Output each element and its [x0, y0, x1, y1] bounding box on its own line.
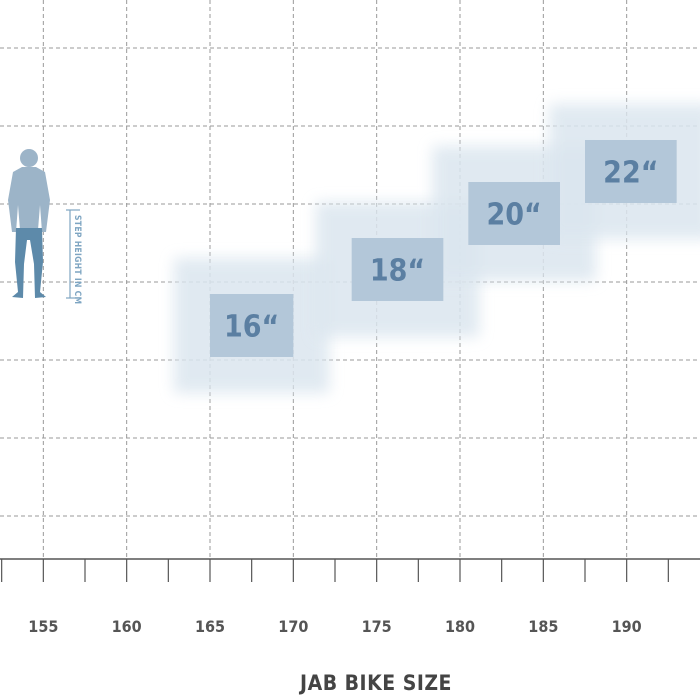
size-box	[351, 238, 444, 301]
size-boxes: 16“ 18“ 20“ 22“	[210, 140, 677, 357]
x-tick-label: 170	[278, 617, 308, 636]
x-tick-label: 155	[28, 617, 58, 636]
size-label: 22“	[603, 156, 658, 191]
size-box	[210, 294, 294, 357]
x-tick-label: 175	[362, 617, 392, 636]
size-box	[468, 182, 560, 245]
grid-lines	[0, 0, 700, 559]
step-height-bracket: STEP HEIGHT IN CM	[66, 209, 82, 304]
y-axis-label: STEP HEIGHT IN CM	[72, 215, 82, 304]
x-tick-label: 190	[612, 617, 642, 636]
size-label: 20“	[487, 198, 542, 233]
size-label: 16“	[224, 310, 279, 345]
x-tick-label: 165	[195, 617, 225, 636]
x-tick-label: 185	[528, 617, 558, 636]
size-label: 18“	[370, 254, 425, 289]
x-axis-title: JAB BIKE SIZE	[298, 671, 452, 695]
human-figure-icon	[8, 149, 50, 298]
x-axis-ticks: 155 160 165 170 175 180 185 190	[1, 559, 669, 636]
x-tick-label: 180	[445, 617, 475, 636]
x-tick-label: 160	[112, 617, 142, 636]
size-box	[585, 140, 677, 203]
